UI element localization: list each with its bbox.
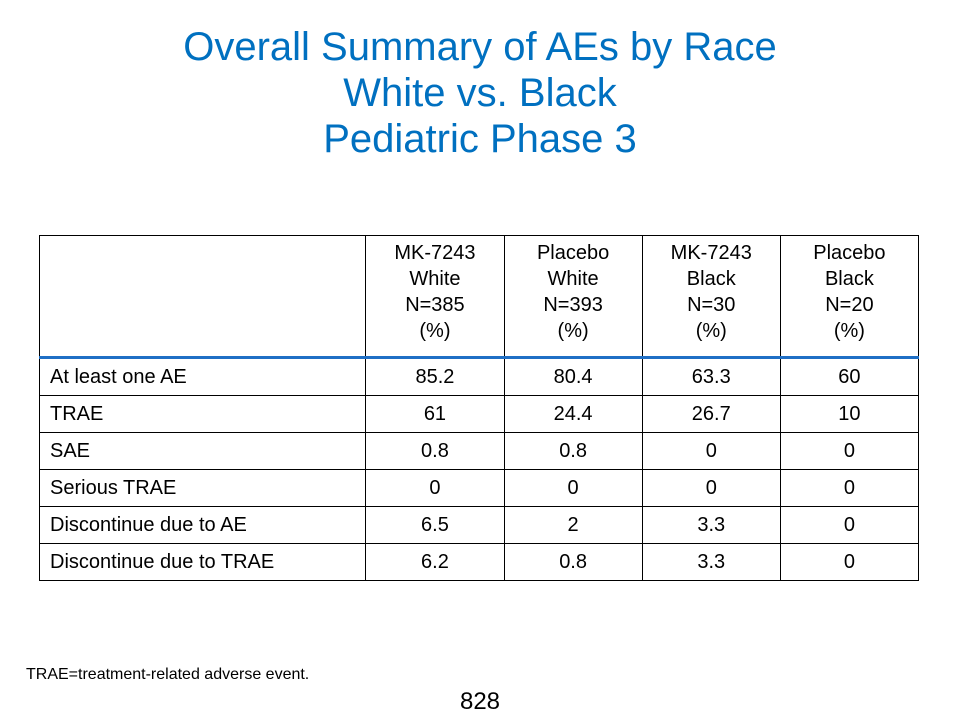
title-line-2: White vs. Black — [343, 71, 617, 115]
row-label: Serious TRAE — [38, 469, 367, 507]
table-row: At least one AE 85.2 80.4 63.3 60 — [38, 357, 920, 396]
table-cell: 0.8 — [503, 543, 643, 581]
table-cell: 26.7 — [641, 395, 781, 433]
column-header-line: Placebo — [813, 242, 886, 264]
table-cell: 61 — [365, 395, 505, 433]
column-header-line: (%) — [695, 320, 727, 342]
table-cell: 0.8 — [365, 432, 505, 470]
column-header-line: N=30 — [687, 294, 736, 316]
table-row: SAE 0.8 0.8 0 0 — [38, 432, 920, 470]
column-header: Placebo White N=393 (%) — [503, 235, 643, 359]
column-header-line: Black — [686, 268, 736, 290]
column-header-line: MK-7243 — [394, 242, 476, 264]
table-row: TRAE 61 24.4 26.7 10 — [38, 395, 920, 433]
table-cell: 0 — [779, 543, 920, 581]
header-empty-cell — [38, 235, 367, 359]
title-line-3: Pediatric Phase 3 — [323, 117, 637, 161]
table-cell: 2 — [503, 506, 643, 544]
table-cell: 6.5 — [365, 506, 505, 544]
row-label: SAE — [38, 432, 367, 470]
table-cell: 0 — [641, 432, 781, 470]
column-header: MK-7243 Black N=30 (%) — [641, 235, 781, 359]
column-header: Placebo Black N=20 (%) — [779, 235, 920, 359]
table-cell: 3.3 — [641, 543, 781, 581]
table-row: Discontinue due to AE 6.5 2 3.3 0 — [38, 506, 920, 544]
title-line-1: Overall Summary of AEs by Race — [183, 25, 777, 69]
column-header-line: (%) — [419, 320, 451, 342]
row-label: At least one AE — [38, 357, 367, 396]
table-cell: 0 — [779, 469, 920, 507]
column-header-line: (%) — [833, 320, 865, 342]
table-cell: 24.4 — [503, 395, 643, 433]
table-cell: 6.2 — [365, 543, 505, 581]
row-label: Discontinue due to TRAE — [38, 543, 367, 581]
table-cell: 0 — [503, 469, 643, 507]
table-cell: 60 — [779, 357, 920, 396]
table-cell: 0 — [365, 469, 505, 507]
page-number: 828 — [459, 688, 501, 715]
table-cell: 0 — [779, 432, 920, 470]
slide-title: Overall Summary of AEs by Race White vs.… — [0, 24, 960, 162]
column-header-line: N=393 — [543, 294, 603, 316]
table-cell: 0 — [779, 506, 920, 544]
column-header-line: N=385 — [405, 294, 465, 316]
column-header-line: Black — [824, 268, 874, 290]
column-header-line: White — [409, 268, 461, 290]
table-row: Serious TRAE 0 0 0 0 — [38, 469, 920, 507]
table-cell: 63.3 — [641, 357, 781, 396]
column-header-line: MK-7243 — [670, 242, 752, 264]
table-cell: 0 — [641, 469, 781, 507]
column-header-line: White — [547, 268, 599, 290]
footnote: TRAE=treatment-related adverse event. — [26, 666, 310, 683]
row-label: Discontinue due to AE — [38, 506, 367, 544]
table-cell: 3.3 — [641, 506, 781, 544]
table-cell: 10 — [779, 395, 920, 433]
column-header-line: Placebo — [536, 242, 610, 264]
ae-summary-table: MK-7243 White N=385 (%) Placebo White N=… — [38, 235, 920, 581]
table-header-row: MK-7243 White N=385 (%) Placebo White N=… — [38, 235, 920, 359]
row-label: TRAE — [38, 395, 367, 433]
column-header: MK-7243 White N=385 (%) — [365, 235, 505, 359]
table-cell: 0.8 — [503, 432, 643, 470]
table-cell: 85.2 — [365, 357, 505, 396]
column-header-line: (%) — [557, 320, 589, 342]
table-row: Discontinue due to TRAE 6.2 0.8 3.3 0 — [38, 543, 920, 581]
table-cell: 80.4 — [503, 357, 643, 396]
column-header-line: N=20 — [825, 294, 874, 316]
